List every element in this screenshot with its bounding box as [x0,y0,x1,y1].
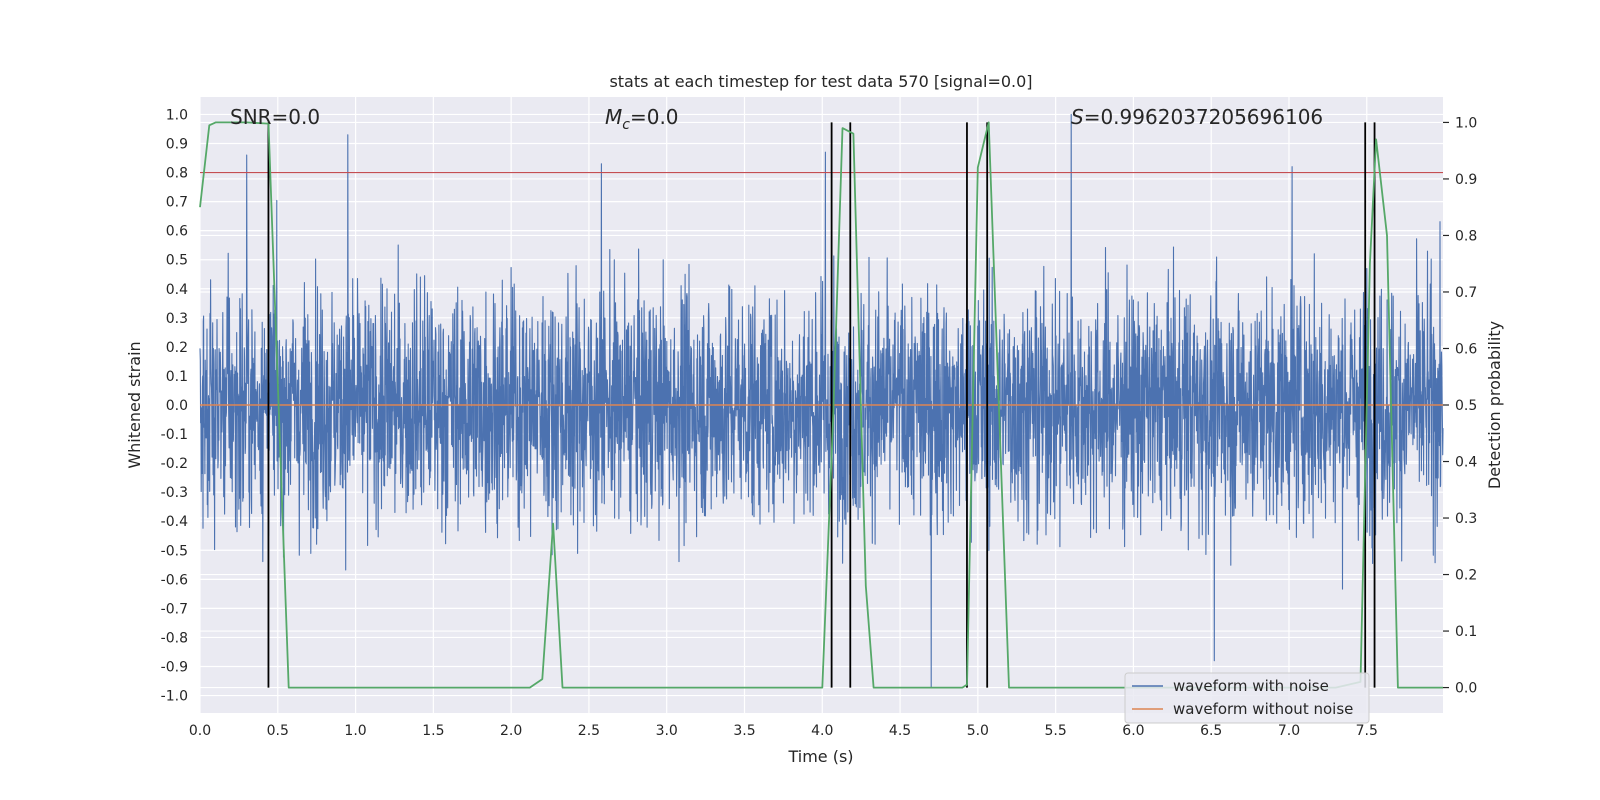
y-tick-label: 0.3 [166,311,188,327]
y-tick-label: -0.3 [161,485,188,501]
noise-series [199,113,1444,688]
y-axis-label: Whitened strain [125,341,144,468]
y2-tick-label: 0.4 [1455,455,1477,471]
y2-tick-label: 0.7 [1455,285,1477,301]
y-tick-label: 1.0 [166,107,188,123]
mc-value: =0.0 [630,105,679,129]
y-tick-label: 0.8 [166,166,188,182]
y-tick-label: -0.5 [161,543,188,559]
y-tick-label: 0.4 [166,282,188,298]
s-value: =0.9962037205696106 [1084,105,1323,129]
y2-tick-label: 0.8 [1455,228,1477,244]
y-tick-label: -0.2 [161,456,188,472]
y-axis-right-ticks: 1.0 0.9 0.8 0.7 0.6 0.5 0.4 0.3 0.2 0.1 0.0 [1443,115,1477,697]
y-tick-label: 0.7 [166,195,188,211]
x-tick-label: 0.0 [189,723,211,739]
y2-tick-label: 0.9 [1455,172,1477,188]
noise-waveform-line [199,113,1444,688]
vertical-marker-lines [267,122,1376,688]
y-tick-label: 0.9 [166,136,188,152]
y2-tick-label: 0.3 [1455,511,1477,527]
x-tick-label: 5.0 [967,723,989,739]
y-tick-label: -0.7 [161,601,188,617]
legend: waveform with noise waveform without noi… [1124,672,1370,724]
s-symbol: S [1071,105,1084,129]
mc-symbol: M [605,105,622,129]
x-tick-label: 7.0 [1278,723,1300,739]
y-tick-label: -1.0 [161,689,188,705]
s-annotation: S=0.9962037205696106 [1071,105,1323,129]
y-tick-label: 0.6 [166,224,188,240]
x-axis-ticks: 0.0 0.5 1.0 1.5 2.0 2.5 3.0 3.5 4.0 4.5 5.0 5.5 6.0 6… [189,723,1378,739]
y2-tick-label: 1.0 [1455,115,1477,131]
x-tick-label: 3.5 [733,723,755,739]
y-tick-label: 0.0 [166,398,188,414]
legend-label-noise: waveform with noise [1173,677,1329,695]
x-tick-label: 2.5 [578,723,600,739]
x-tick-label: 5.5 [1044,723,1066,739]
snr-annotation: SNR=0.0 [230,105,320,129]
legend-box [1124,672,1370,724]
y-tick-label: 0.2 [166,340,188,356]
y-tick-label: 0.1 [166,369,188,385]
y2-tick-label: 0.5 [1455,398,1477,414]
x-tick-label: 4.5 [889,723,911,739]
y-tick-label: -0.9 [161,660,188,676]
y2-tick-label: 0.1 [1455,624,1477,640]
x-tick-label: 7.5 [1356,723,1378,739]
mc-annotation: Mc=0.0 [605,105,679,133]
y-tick-label: 0.5 [166,253,188,269]
mc-subscript: c [622,117,630,133]
y-tick-label: -0.4 [161,514,188,530]
x-tick-label: 1.5 [422,723,444,739]
y-tick-label: -0.6 [161,572,188,588]
x-tick-label: 6.0 [1122,723,1144,739]
y-tick-label: -0.1 [161,427,188,443]
legend-label-clean: waveform without noise [1173,700,1353,718]
y2-tick-label: 0.0 [1455,681,1477,697]
x-tick-label: 3.0 [656,723,678,739]
y2-tick-label: 0.2 [1455,568,1477,584]
x-tick-label: 2.0 [500,723,522,739]
y2-tick-label: 0.6 [1455,341,1477,357]
chart-title: stats at each timestep for test data 570… [609,72,1032,91]
x-tick-label: 4.0 [811,723,833,739]
y-tick-label: -0.8 [161,630,188,646]
x-tick-label: 6.5 [1200,723,1222,739]
x-axis-label: Time (s) [787,747,853,766]
x-tick-label: 0.5 [267,723,289,739]
y2-axis-label: Detection probability [1485,321,1504,489]
x-tick-label: 1.0 [344,723,366,739]
y-axis-left-ticks: 1.0 0.9 0.8 0.7 0.6 0.5 0.4 0.3 0.2 0.1 0.0 -0.1 -0.… [161,107,188,704]
